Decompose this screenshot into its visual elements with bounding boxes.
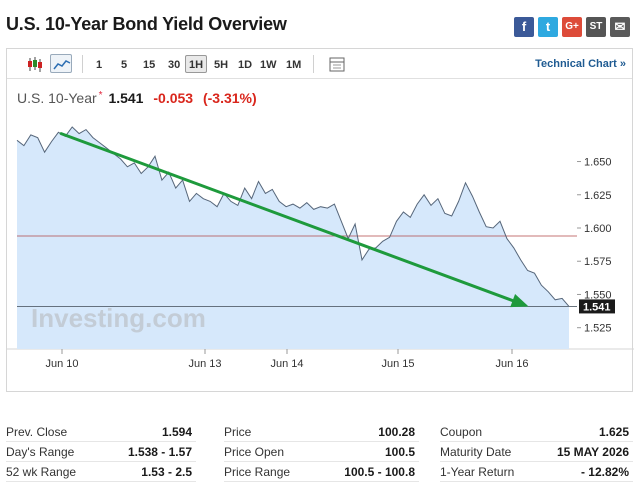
y-tick-label: 1.600 [584,223,612,235]
technical-chart-link[interactable]: Technical Chart » [535,58,626,70]
stat-label: 1-Year Return [440,465,515,479]
chart-panel: 1 5 15 30 1H 5H 1D 1W 1M Technical Chart… [6,48,634,393]
toolbar-divider [313,55,314,73]
stat-label: Day's Range [6,445,75,459]
timeframe-5h[interactable]: 5H [214,59,229,71]
stat-price-open: Price Open 100.5 [224,442,419,462]
stat-52wk-range: 52 wk Range 1.53 - 2.5 [6,462,196,482]
stat-label: Coupon [440,425,483,439]
timeframe-1m[interactable]: 1M [286,59,302,71]
stat-value: 15 MAY 2026 [556,445,629,459]
price-change: -0.053 [153,90,194,106]
stat-value: 1.53 - 2.5 [141,465,192,479]
y-tick-label: 1.650 [584,157,612,169]
stat-price: Price 100.28 [224,422,419,442]
y-tick-label: 1.525 [584,323,612,335]
y-tick-label: 1.625 [584,190,612,202]
toolbar-divider [82,55,83,73]
timeframe-5[interactable]: 5 [121,59,128,71]
stat-label: 52 wk Range [6,465,77,479]
x-tick-label: Jun 14 [270,358,303,370]
stat-value: 100.28 [378,425,415,439]
email-share-icon[interactable]: ✉ [610,17,630,37]
line-chart-icon[interactable] [50,54,72,73]
timeframe-1h[interactable]: 1H [185,55,208,73]
stat-value: 100.5 [384,445,415,459]
delayed-marker: * [98,90,103,101]
stat-days-range: Day's Range 1.538 - 1.57 [6,442,196,462]
stat-coupon: Coupon 1.625 [440,422,633,442]
last-price-axis-label: 1.541 [583,301,611,313]
stat-value: 1.538 - 1.57 [127,445,192,459]
timeframe-1d[interactable]: 1D [238,59,253,71]
x-tick-label: Jun 13 [188,358,221,370]
stat-prev-close: Prev. Close 1.594 [6,422,196,442]
timeframe-30[interactable]: 30 [168,59,181,71]
stat-value: 1.625 [598,425,629,439]
trend-arrow-head [510,294,529,308]
stat-label: Maturity Date [440,445,512,459]
x-tick-label: Jun 10 [45,358,78,370]
page-title: U.S. 10-Year Bond Yield Overview [6,14,287,34]
yield-area [17,127,569,349]
quote-line: U.S. 10-Year * 1.541 -0.053 (-3.31%) [17,90,257,106]
last-price-box [579,299,615,314]
stat-value: 100.5 - 100.8 [344,465,415,479]
twitter-share-icon[interactable]: t [538,17,558,37]
google-plus-share-icon[interactable]: G+ [562,17,582,37]
chart-settings-icon[interactable] [325,54,347,73]
stat-price-range: Price Range 100.5 - 100.8 [224,462,419,482]
stat-value: 1.594 [161,425,192,439]
stocktwits-share-icon[interactable]: ST [586,17,606,37]
price-change-percent: (-3.31%) [202,90,257,106]
x-tick-label: Jun 15 [381,358,414,370]
x-tick-label: Jun 16 [495,358,528,370]
stat-maturity-date: Maturity Date 15 MAY 2026 [440,442,633,462]
stat-label: Prev. Close [6,425,68,439]
last-price: 1.541 [108,90,144,106]
y-tick-label: 1.575 [584,256,612,268]
instrument-name: U.S. 10-Year [17,90,97,106]
trend-arrow-line [59,132,527,307]
y-tick-label: 1.550 [584,289,612,301]
stat-label: Price [224,425,252,439]
timeframe-1[interactable]: 1 [96,59,103,71]
stat-1yr-return: 1-Year Return - 12.82% [440,462,633,482]
facebook-share-icon[interactable]: f [514,17,534,37]
stat-value: - 12.82% [580,465,629,479]
page-header: U.S. 10-Year Bond Yield Overview f t G+ … [0,0,640,46]
yield-chart[interactable]: Investing.com 1.525 1.550 1.575 1.600 1.625 1.… [7,49,634,393]
chart-toolbar: 1 5 15 30 1H 5H 1D 1W 1M Technical Chart… [7,49,632,79]
stat-label: Price Open [224,445,285,459]
timeframe-1w[interactable]: 1W [260,59,277,71]
investing-watermark: Investing.com [31,303,206,333]
stat-label: Price Range [224,465,291,479]
candlestick-chart-icon[interactable] [23,54,45,73]
timeframe-15[interactable]: 15 [143,59,156,71]
